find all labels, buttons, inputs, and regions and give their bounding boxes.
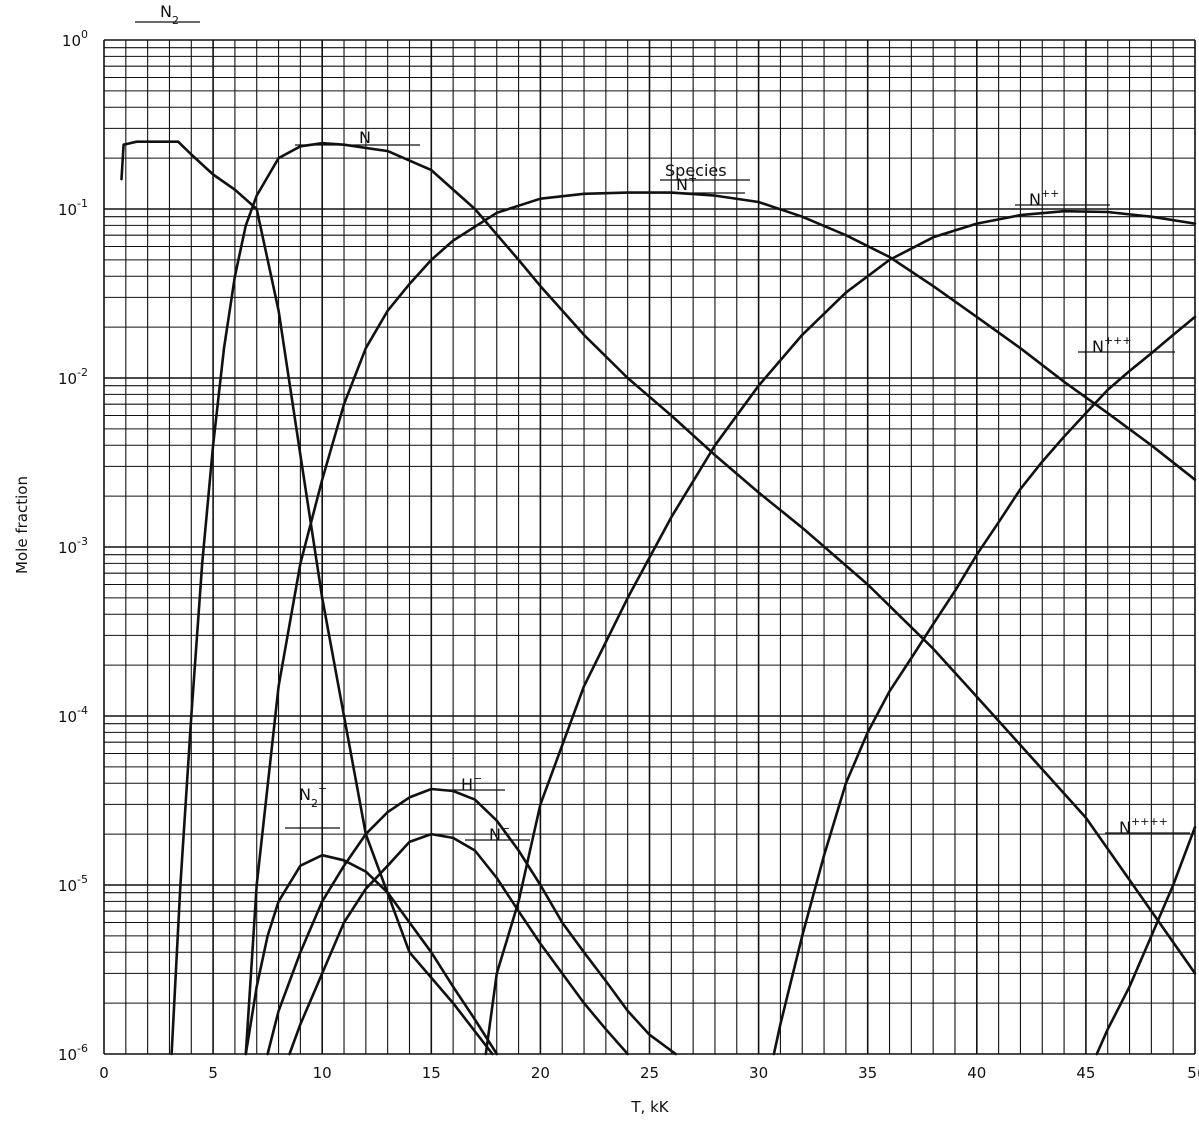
x-tick-label: 0	[99, 1064, 109, 1082]
series-label-N-: N−	[489, 822, 510, 844]
grid	[103, 39, 1196, 1055]
y-tick-label: 10-5	[58, 873, 88, 895]
series-line-N2+	[244, 853, 499, 1056]
y-tick-label: 10-1	[58, 197, 88, 219]
series-labels: N2 N N+ N++ N+++ N++++ N2+ H− N− Species	[135, 2, 1190, 844]
y-tick-label: 10-2	[58, 366, 88, 388]
series-label-N2+: N2+	[299, 782, 327, 810]
x-tick-label: 5(	[1187, 1064, 1199, 1082]
curves	[120, 140, 1197, 1056]
species-annotation: Species	[665, 161, 727, 180]
y-tick-label: 100	[62, 28, 88, 50]
x-tick-label: 40	[967, 1064, 986, 1082]
series-line-N++++	[1095, 825, 1197, 1056]
series-line-N-	[288, 832, 630, 1056]
series-label-N2: N2	[160, 2, 179, 27]
series-label-H-: H−	[461, 772, 482, 794]
x-tick-label: 45	[1076, 1064, 1095, 1082]
x-tick-label: 20	[531, 1064, 550, 1082]
series-label-N++++: N++++	[1119, 815, 1168, 837]
series-label-N+++: N+++	[1092, 334, 1132, 356]
x-tick-label: 15	[422, 1064, 441, 1082]
y-tick-label: 10-4	[58, 704, 88, 726]
y-tick-label: 10-3	[58, 535, 88, 557]
series-line-N++	[484, 209, 1197, 1056]
tick-labels: 0 5 10 15 20 25 30 35 40 45 5( 100 10-1 10-2 10-3 10-4 1…	[58, 28, 1199, 1082]
x-tick-label: 35	[858, 1064, 877, 1082]
x-tick-label: 5	[208, 1064, 218, 1082]
series-line-N	[170, 141, 1197, 1056]
x-tick-label: 10	[313, 1064, 332, 1082]
series-label-N+: N+	[676, 172, 697, 194]
x-axis-label: T, kK	[630, 1098, 669, 1116]
series-line-N+	[244, 191, 1197, 1056]
y-axis-label: Mole fraction	[13, 476, 31, 574]
x-tick-label: 25	[640, 1064, 659, 1082]
y-tick-label: 10-6	[58, 1042, 88, 1064]
x-tick-label: 30	[749, 1064, 768, 1082]
series-line-H-	[266, 787, 678, 1056]
series-line-N+++	[772, 315, 1197, 1056]
series-label-N++: N++	[1029, 187, 1059, 209]
series-label-N: N	[359, 128, 371, 147]
